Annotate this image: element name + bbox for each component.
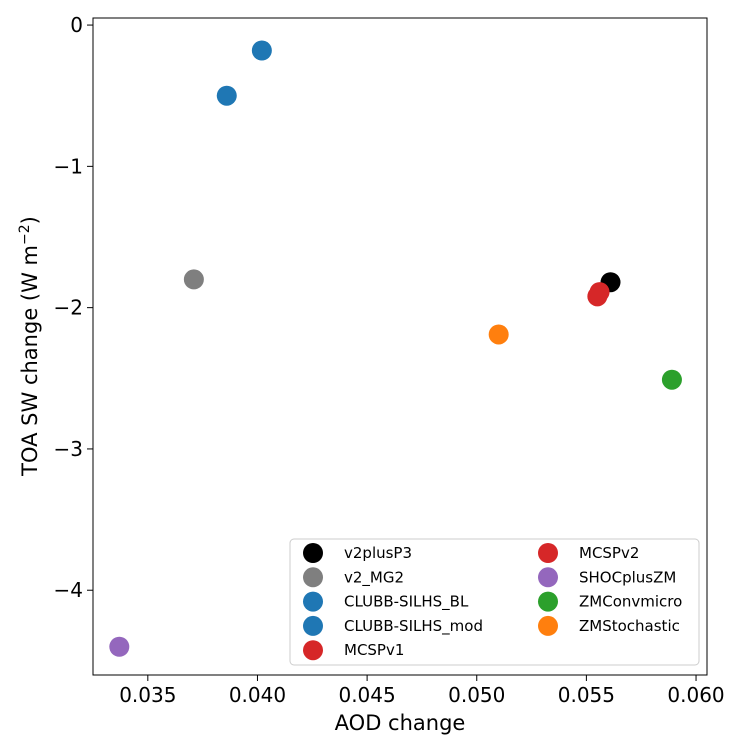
legend-marker [303,567,323,588]
x-tick-label: 0.035 [119,683,176,707]
data-point-clubb-silhs-mod [216,85,237,106]
legend-label: MCSPv1 [344,641,404,659]
data-point-mcspv2 [589,282,610,303]
legend-marker [538,543,558,563]
legend-label: SHOCplusZM [579,568,676,586]
legend: v2plusP3 v2_MG2 CLUBB-SILHS_BL CLUBB-SILHS_… [289,538,700,666]
x-axis: 0.035 0.040 0.045 0.050 0.055 0.060 [119,675,725,707]
data-point-shocpluszm [109,636,130,657]
legend-marker [538,591,558,612]
legend-label: ZMStochastic [579,617,680,635]
data-point-zmconvmicro [661,369,682,390]
legend-label: CLUBB-SILHS_BL [344,593,469,612]
y-tick-label: 0 [70,13,83,37]
data-point-v2-mg2 [183,269,204,290]
y-axis-label-main: TOA SW change (W m [18,245,42,477]
y-axis-label-superscript: −2 [17,224,33,245]
legend-label: v2_MG2 [344,568,404,587]
data-point-zmstochastic [488,324,509,345]
legend-label: v2plusP3 [344,544,412,562]
legend-label: MCSPv2 [579,544,639,562]
y-axis: 0 −1 −2 −3 −4 [54,13,93,602]
y-tick-label: −3 [54,437,83,461]
points-layer [109,40,682,657]
legend-marker [303,640,323,661]
x-axis-label: AOD change [335,711,466,735]
legend-label: ZMConvmicro [579,593,682,611]
x-tick-label: 0.045 [338,683,395,707]
x-tick-label: 0.050 [448,683,505,707]
legend-marker [538,567,558,588]
x-tick-label: 0.055 [558,683,615,707]
plot-frame [92,17,708,676]
legend-marker [303,615,323,636]
legend-label: CLUBB-SILHS_mod [344,617,483,636]
legend-marker [538,615,558,636]
y-axis-label-close: ) [18,216,42,224]
x-tick-label: 0.060 [667,683,724,707]
y-tick-label: −4 [54,578,83,602]
y-tick-label: −2 [54,296,83,320]
x-tick-label: 0.040 [229,683,286,707]
y-tick-label: −1 [54,154,83,178]
legend-marker [303,543,323,563]
legend-marker [303,591,323,612]
data-point-clubb-silhs-bl [251,40,272,61]
legend-box [289,538,700,666]
y-axis-label: TOA SW change (W m−2) [17,216,42,477]
